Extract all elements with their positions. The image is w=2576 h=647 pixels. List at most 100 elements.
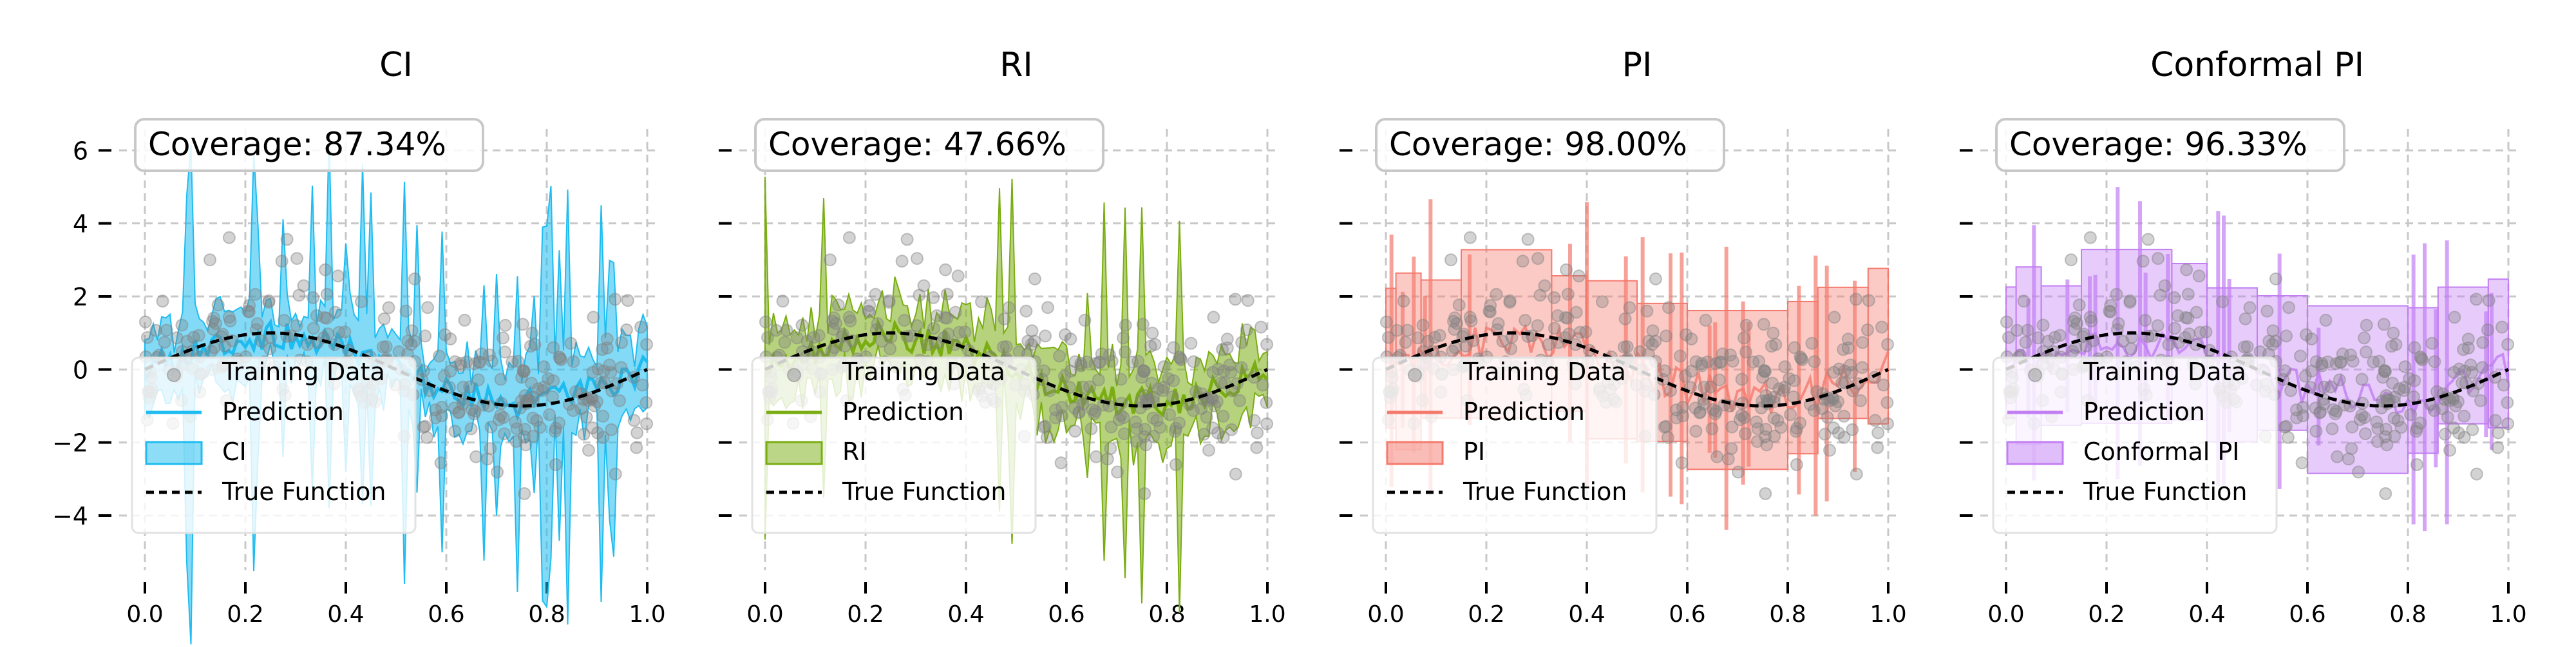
y-tick-label: 6 bbox=[73, 137, 88, 165]
data-point bbox=[1189, 385, 1202, 398]
data-point bbox=[2300, 328, 2313, 342]
data-point bbox=[1841, 333, 1855, 346]
legend-label: True Function bbox=[2083, 478, 2247, 506]
data-point bbox=[1130, 435, 1143, 449]
data-point bbox=[408, 334, 421, 348]
prediction-line bbox=[1385, 323, 1889, 414]
data-point bbox=[2278, 364, 2291, 378]
data-point bbox=[2388, 429, 2401, 443]
x-tick-label: 0.8 bbox=[2389, 601, 2426, 628]
data-point bbox=[2492, 426, 2505, 439]
data-point bbox=[1247, 414, 1261, 427]
data-point bbox=[2171, 309, 2184, 322]
data-point bbox=[2112, 317, 2125, 331]
coverage-text: Coverage: 47.66% bbox=[768, 126, 1066, 163]
data-point bbox=[2334, 355, 2347, 369]
data-point bbox=[2036, 318, 2050, 332]
data-point bbox=[1769, 338, 1783, 351]
data-point bbox=[998, 312, 1011, 325]
data-point bbox=[469, 450, 483, 463]
data-point bbox=[1448, 311, 1462, 325]
data-point bbox=[321, 327, 335, 341]
coverage-text: Coverage: 96.33% bbox=[2009, 126, 2307, 163]
x-tick-label: 1.0 bbox=[2490, 601, 2526, 628]
data-point bbox=[454, 357, 468, 370]
data-point bbox=[1701, 355, 1714, 369]
data-point bbox=[1738, 331, 1751, 345]
data-point bbox=[1167, 341, 1180, 354]
data-point bbox=[1074, 357, 1088, 370]
data-point bbox=[419, 329, 432, 343]
data-point bbox=[1837, 343, 1850, 356]
data-point bbox=[1765, 340, 1778, 353]
data-point bbox=[566, 404, 580, 418]
data-point bbox=[2355, 409, 2369, 422]
data-point bbox=[533, 421, 547, 434]
data-point bbox=[1795, 353, 1809, 367]
legend: Training Data Prediction PI True Function bbox=[1372, 356, 1658, 534]
data-point bbox=[2353, 413, 2367, 427]
data-point bbox=[170, 331, 184, 345]
data-point bbox=[1223, 358, 1236, 372]
data-point bbox=[1808, 355, 1821, 369]
legend-box bbox=[1992, 356, 2278, 534]
data-point bbox=[574, 402, 588, 416]
data-point bbox=[320, 287, 334, 301]
data-point bbox=[2296, 401, 2309, 414]
data-point bbox=[1823, 443, 1836, 457]
data-point bbox=[377, 312, 391, 325]
data-point bbox=[160, 324, 173, 337]
data-point bbox=[382, 301, 395, 314]
data-point bbox=[2398, 360, 2412, 374]
data-point bbox=[480, 452, 494, 466]
legend-label: PI bbox=[1463, 438, 1485, 466]
data-point bbox=[1220, 333, 1234, 346]
data-point bbox=[2452, 426, 2465, 439]
data-point bbox=[1090, 450, 1103, 463]
data-point bbox=[2269, 334, 2282, 348]
data-point bbox=[975, 295, 988, 309]
data-point bbox=[1618, 312, 1632, 325]
data-point bbox=[1698, 380, 1711, 394]
data-point bbox=[2104, 299, 2117, 312]
data-point bbox=[939, 263, 952, 276]
data-point bbox=[582, 394, 596, 407]
data-point bbox=[634, 320, 647, 334]
data-point bbox=[2377, 318, 2391, 331]
data-point bbox=[460, 355, 473, 369]
y-tick-label: 2 bbox=[73, 283, 88, 311]
data-point bbox=[1114, 409, 1128, 422]
data-point bbox=[1521, 233, 1535, 246]
data-point bbox=[1235, 361, 1248, 374]
data-point bbox=[1646, 324, 1660, 338]
data-point bbox=[1548, 291, 1561, 304]
data-point bbox=[1490, 287, 1503, 301]
data-point bbox=[2314, 405, 2327, 419]
data-point bbox=[1789, 425, 1803, 438]
data-point bbox=[778, 336, 791, 349]
data-point bbox=[376, 340, 390, 354]
data-point bbox=[1463, 231, 1477, 244]
legend-label: Training Data bbox=[222, 358, 385, 386]
data-point bbox=[249, 287, 262, 301]
data-point bbox=[2240, 340, 2254, 353]
data-point bbox=[2470, 467, 2483, 481]
data-point bbox=[828, 311, 841, 325]
data-point bbox=[1217, 409, 1230, 423]
data-point bbox=[2295, 456, 2309, 470]
data-point bbox=[1538, 279, 1551, 293]
data-point bbox=[614, 361, 628, 374]
data-point bbox=[829, 317, 843, 331]
data-point bbox=[1759, 423, 1772, 436]
data-point bbox=[2408, 341, 2421, 354]
data-point bbox=[1433, 329, 1446, 342]
data-point bbox=[1548, 322, 1561, 335]
data-point bbox=[1751, 422, 1765, 436]
data-point bbox=[2392, 382, 2406, 396]
data-point bbox=[2309, 355, 2323, 369]
data-point bbox=[996, 340, 1010, 354]
data-point bbox=[2355, 372, 2369, 386]
data-point bbox=[506, 355, 519, 369]
data-point bbox=[900, 233, 914, 246]
data-point bbox=[497, 411, 510, 424]
